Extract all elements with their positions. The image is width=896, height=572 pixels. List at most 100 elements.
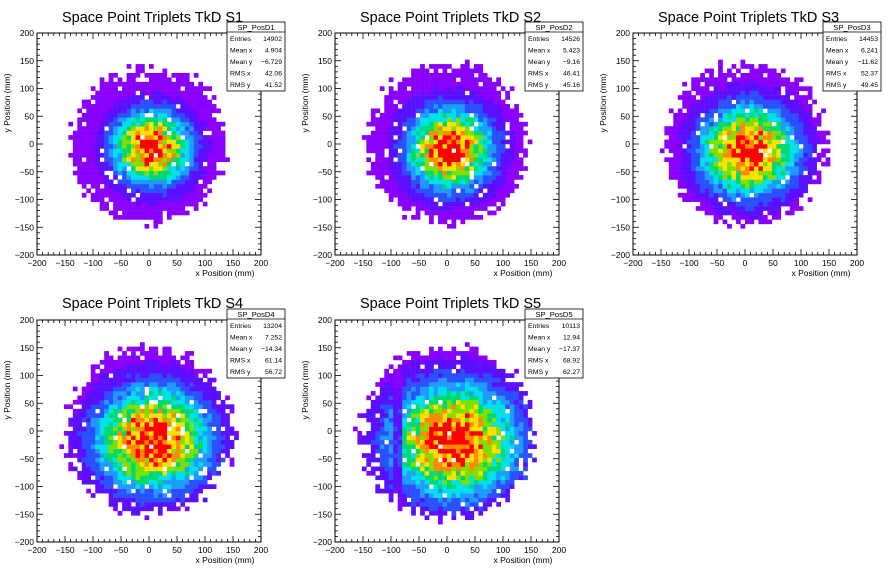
heatmap-cell	[131, 157, 136, 163]
y-tick-label: 200	[20, 315, 34, 325]
heatmap-cell	[776, 175, 782, 180]
heatmap-cell	[736, 99, 741, 105]
heatmap-cell	[81, 99, 87, 105]
stats-label: RMS y	[826, 82, 847, 89]
heatmap-cell	[144, 99, 150, 105]
heatmap-cell	[776, 99, 782, 105]
heatmap-cell	[447, 64, 452, 69]
heatmap-cell	[122, 364, 127, 370]
heatmap-cell	[402, 466, 407, 472]
heatmap-cell	[153, 431, 159, 436]
heatmap-cell	[709, 112, 714, 118]
heatmap-cell	[77, 117, 83, 123]
heatmap-cell	[189, 179, 195, 185]
heatmap-cell	[131, 346, 136, 352]
heatmap-cell	[216, 431, 221, 436]
heatmap-cell	[166, 373, 172, 378]
heatmap-cell	[166, 175, 172, 180]
heatmap-cell	[411, 364, 416, 370]
heatmap-cell	[798, 188, 804, 194]
heatmap-cell	[789, 126, 795, 131]
heatmap-cell	[117, 152, 123, 158]
heatmap-cell	[762, 148, 768, 154]
heatmap-cell	[184, 479, 190, 485]
heatmap-cell	[518, 112, 524, 118]
heatmap-cell	[509, 152, 515, 158]
heatmap-cell	[211, 170, 217, 176]
y-tick-label: 100	[318, 84, 332, 94]
heatmap-cell	[406, 453, 412, 458]
stats-value: 14526	[561, 36, 580, 43]
heatmap-cell	[162, 426, 168, 432]
heatmap-cell	[482, 179, 488, 185]
heatmap-cell	[144, 86, 150, 91]
heatmap-cell	[81, 431, 87, 436]
heatmap-cell	[753, 104, 759, 109]
heatmap-cell	[415, 157, 421, 163]
heatmap-cell	[393, 161, 398, 167]
heatmap-cell	[713, 179, 719, 185]
heatmap-cell	[460, 126, 466, 131]
heatmap-cell	[686, 175, 692, 180]
heatmap-cell	[63, 453, 69, 458]
heatmap-cell	[415, 479, 421, 485]
heatmap-cell	[429, 170, 434, 176]
heatmap-cell	[406, 117, 412, 123]
heatmap-cell	[171, 395, 177, 401]
heatmap-cell	[180, 493, 186, 498]
heatmap-cell	[491, 139, 497, 145]
heatmap-cell	[144, 135, 150, 140]
heatmap-cell	[86, 386, 92, 392]
heatmap-cell	[140, 206, 145, 211]
heatmap-cell	[397, 457, 403, 463]
heatmap-cell	[753, 179, 759, 185]
heatmap-cell	[753, 121, 759, 127]
heatmap-cell	[487, 99, 493, 105]
heatmap-cell	[117, 192, 123, 198]
heatmap-cell	[745, 188, 750, 194]
x-tick-label: 200	[552, 258, 566, 268]
heatmap-cell	[202, 435, 208, 441]
heatmap-cell	[482, 183, 488, 189]
heatmap-cell	[375, 183, 381, 189]
heatmap-cell	[740, 183, 746, 189]
heatmap-cell	[171, 144, 177, 149]
heatmap-cell	[397, 201, 403, 207]
heatmap-cell	[86, 104, 92, 109]
heatmap-cell	[370, 399, 376, 405]
heatmap-cell	[442, 192, 448, 198]
heatmap-cell	[375, 161, 381, 167]
heatmap-cell	[379, 399, 385, 405]
heatmap-cell	[442, 86, 448, 91]
heatmap-cell	[709, 152, 714, 158]
heatmap-cell	[153, 497, 159, 503]
heatmap-cell	[117, 148, 123, 154]
heatmap-cell	[460, 99, 466, 105]
heatmap-cell	[695, 192, 701, 198]
heatmap-cell	[229, 457, 235, 463]
heatmap-cell	[180, 404, 186, 410]
heatmap-cell	[473, 112, 479, 118]
heatmap-cell	[388, 448, 394, 454]
heatmap-cell	[794, 117, 800, 123]
heatmap-cell	[68, 444, 74, 450]
heatmap-cell	[149, 81, 154, 87]
heatmap-cell	[135, 377, 141, 383]
heatmap-cell	[379, 179, 385, 185]
heatmap-cell	[162, 117, 168, 123]
heatmap-cell	[162, 72, 168, 78]
heatmap-cell	[140, 444, 145, 450]
heatmap-cell	[384, 470, 390, 476]
heatmap-cell	[460, 161, 466, 167]
heatmap-cell	[460, 144, 466, 149]
heatmap-cell	[81, 413, 87, 418]
heatmap-cell	[375, 475, 381, 481]
heatmap-cell	[406, 502, 412, 507]
heatmap-cell	[464, 215, 470, 220]
heatmap-cell	[131, 77, 136, 83]
heatmap-cell	[207, 417, 212, 423]
y-tick-label: −200	[611, 250, 630, 260]
heatmap-cell	[95, 484, 100, 489]
heatmap-cell	[397, 417, 403, 423]
heatmap-cell	[505, 108, 510, 114]
